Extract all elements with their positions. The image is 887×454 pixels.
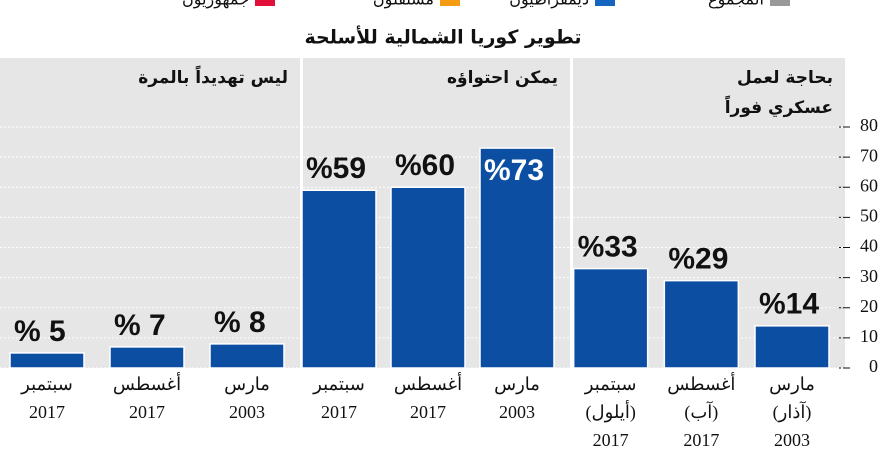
x-tick-label: 2017 <box>29 402 65 422</box>
x-tick-label: 2017 <box>410 402 446 422</box>
y-tick-label: 10 <box>860 326 878 346</box>
x-tick-label: (آذار) <box>773 401 812 423</box>
value-label: % 8 <box>214 306 266 339</box>
value-label: % 7 <box>114 309 166 342</box>
legend-label: ديمقراطيون <box>509 0 589 10</box>
y-tick-label: 50 <box>860 206 878 226</box>
bar <box>301 189 377 369</box>
value-label: %14 <box>759 288 819 321</box>
legend-label: مستقلون <box>373 0 434 10</box>
y-tick-label: 70 <box>860 145 878 165</box>
x-tick-label: أغسطس <box>667 372 735 395</box>
x-tick-label: 2003 <box>774 430 810 450</box>
value-label: %29 <box>668 243 728 276</box>
bar <box>209 343 285 369</box>
x-tick-label: سبتمبر <box>20 374 73 395</box>
x-tick-label: 2003 <box>229 402 265 422</box>
y-tick-label: 0 <box>869 356 878 376</box>
x-tick-label: أغسطس <box>394 372 462 395</box>
value-label: %59 <box>306 152 366 185</box>
x-tick-label: 2017 <box>593 430 629 450</box>
x-tick-label: سبتمبر <box>584 374 637 395</box>
legend-label: جمهوريون <box>182 0 249 10</box>
y-tick-label: 60 <box>860 175 878 195</box>
legend-swatch <box>770 0 790 6</box>
x-tick-label: (آب) <box>684 401 718 423</box>
x-tick-label: 2017 <box>321 402 357 422</box>
x-tick-label: أغسطس <box>113 372 181 395</box>
panel-title: بحاجة لعمل <box>737 68 833 88</box>
x-tick-label: 2017 <box>683 430 719 450</box>
x-tick-label: مارس <box>494 374 540 395</box>
x-tick-label: مارس <box>769 374 815 395</box>
chart-title: تطوير كوريا الشمالية للأسلحة <box>304 26 581 49</box>
x-tick-label: (أيلول) <box>585 400 635 423</box>
x-tick-label: مارس <box>224 374 270 395</box>
y-tick-label: 20 <box>860 296 878 316</box>
x-tick-label: 2003 <box>499 402 535 422</box>
bar <box>9 352 85 369</box>
legend-swatch <box>255 0 275 6</box>
panel-title: عسكري فوراً <box>724 94 833 118</box>
bar <box>479 147 555 369</box>
x-tick-label: سبتمبر <box>312 374 365 395</box>
legend-swatch <box>595 0 615 6</box>
bar <box>754 325 830 369</box>
bar <box>390 186 466 369</box>
bar <box>572 267 649 369</box>
panel-title: ليس تهديداً بالمرة <box>138 64 288 88</box>
legend-swatch <box>440 0 460 6</box>
y-tick-label: 80 <box>860 115 878 135</box>
value-label: % 5 <box>14 315 66 348</box>
panel-title: يمكن احتواؤه <box>447 68 558 88</box>
bar <box>663 279 740 369</box>
bar <box>109 346 185 369</box>
legend-label: المجموع <box>708 0 764 10</box>
value-label: %33 <box>578 231 638 264</box>
value-label: %60 <box>395 149 455 182</box>
panel-background <box>0 58 300 368</box>
x-tick-label: 2017 <box>129 402 165 422</box>
y-tick-label: 40 <box>860 236 878 256</box>
y-tick-label: 30 <box>860 266 878 286</box>
value-label: %73 <box>484 154 544 187</box>
